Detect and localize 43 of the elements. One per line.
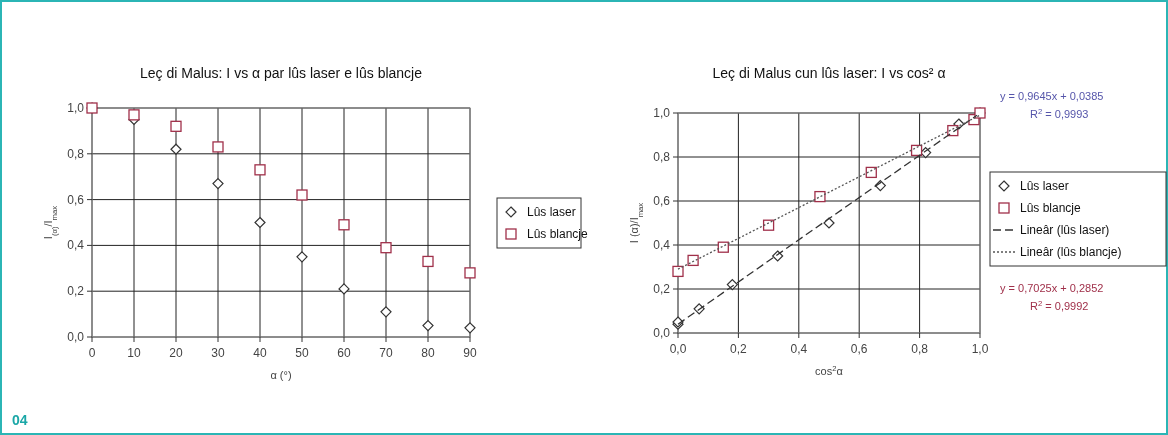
chart-title: Leç di Malus cun lûs laser: I vs cos² α: [712, 65, 946, 81]
legend-label: Lûs blancje: [527, 227, 589, 241]
y-tick-label: 0,6: [67, 192, 85, 207]
y-tick-label: 0,0: [653, 326, 671, 340]
x-tick-label: 70: [379, 346, 393, 360]
y-tick-label: 1,0: [653, 106, 671, 120]
legend-label: Lineâr (lûs blancje): [1020, 245, 1122, 259]
y-tick-label: 0,2: [67, 284, 85, 299]
y-tick-label: 1,0: [67, 101, 85, 115]
y-tick-label: 0,8: [67, 146, 85, 161]
x-tick-label: 40: [253, 346, 267, 360]
chart-title: Leç di Malus: I vs α par lûs laser e lûs blancje: [140, 65, 423, 81]
text: R$^{2}$ = 0,9993: [1030, 106, 1089, 120]
x-tick-label: 90: [463, 346, 477, 360]
legend-label: Lûs blancje: [1020, 201, 1082, 215]
x-tick-label: 60: [337, 346, 351, 360]
x-tick-label: 0: [88, 346, 96, 360]
x-tick-label: 20: [169, 346, 183, 360]
x-tick-label: 0,4: [790, 342, 808, 356]
y-tick-label: 0,4: [653, 238, 671, 252]
legend-label: Lûs laser: [527, 205, 576, 219]
text: R$^{2}$ = 0,9992: [1030, 298, 1089, 312]
y-tick-label: 0,2: [653, 282, 671, 296]
legend-label: Lineâr (lûs laser): [1020, 223, 1110, 237]
x-tick-label: 0,0: [669, 342, 687, 356]
x-axis-title: cos$^{2}$α: [815, 363, 844, 377]
x-tick-label: 10: [127, 346, 141, 360]
text: y = 0,7025x + 0,2852: [1000, 282, 1104, 294]
legend-label: Lûs laser: [1020, 179, 1069, 193]
x-tick-label: 30: [211, 346, 225, 360]
y-tick-label: 0,4: [67, 238, 85, 253]
y-tick-label: 0,0: [67, 330, 85, 344]
x-tick-label: 1,0: [971, 342, 989, 356]
x-tick-label: 0,8: [911, 342, 929, 356]
x-tick-label: 80: [421, 346, 435, 360]
x-tick-label: 0,2: [730, 342, 748, 356]
x-axis-title: α (°): [270, 369, 292, 381]
x-tick-label: 50: [295, 346, 309, 360]
y-tick-label: 0,6: [653, 194, 671, 208]
text: 04: [12, 412, 28, 428]
y-tick-label: 0,8: [653, 150, 671, 164]
text: y = 0,9645x + 0,0385: [1000, 90, 1104, 102]
x-tick-label: 0,6: [850, 342, 868, 356]
